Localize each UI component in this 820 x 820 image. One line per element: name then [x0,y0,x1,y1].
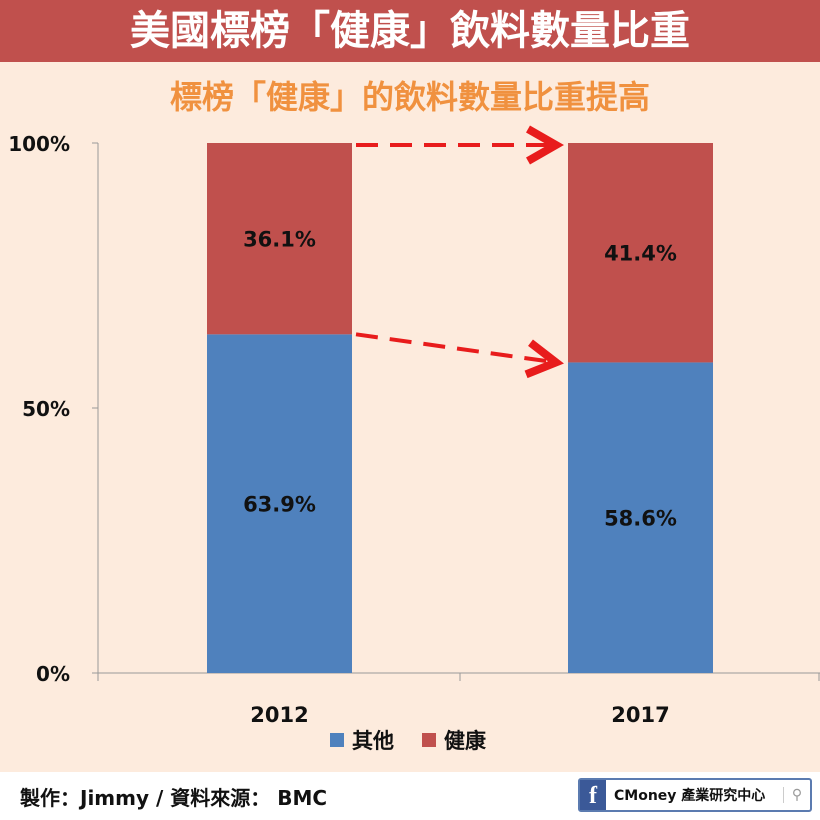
y-tick-label: 100% [8,132,70,156]
data-label: 36.1% [243,228,316,252]
x-tick-label: 2012 [250,703,308,727]
bar-其他-2012 [207,334,352,673]
legend-swatch-健康 [422,733,436,747]
legend-label: 健康 [444,729,487,753]
header-title: 美國標榜「健康」飲料數量比重 [0,0,820,62]
data-label: 58.6% [604,507,677,531]
data-label: 63.9% [243,493,316,517]
x-tick-label: 2017 [611,703,669,727]
legend-label: 其他 [352,729,394,753]
bar-健康-2017 [568,143,713,363]
data-label: 41.4% [604,242,677,266]
credit-text: 製作：Jimmy / 資料來源： BMC [20,786,328,810]
bar-其他-2017 [568,362,713,673]
footer: 製作：Jimmy / 資料來源： BMC f CMoney 產業研究中心 ⚲ [0,772,820,820]
cmoney-badge[interactable]: f CMoney 產業研究中心 ⚲ [578,778,812,812]
y-tick-label: 0% [36,662,70,686]
search-icon[interactable]: ⚲ [783,787,810,803]
dashed-arrow [355,332,556,362]
brand-text: CMoney 產業研究中心 [614,788,766,804]
legend-swatch-其他 [330,733,344,747]
y-tick-label: 50% [22,397,70,421]
bar-健康-2012 [207,143,352,335]
facebook-icon: f [580,780,606,810]
stacked-bar-chart: 0% 50% 100% 63.9% 36.1% 2012 58.6% 41.4% 2017 其他 健… [8,0,820,753]
chart-title: 標榜「健康」的飲料數量比重提高 [169,78,650,116]
